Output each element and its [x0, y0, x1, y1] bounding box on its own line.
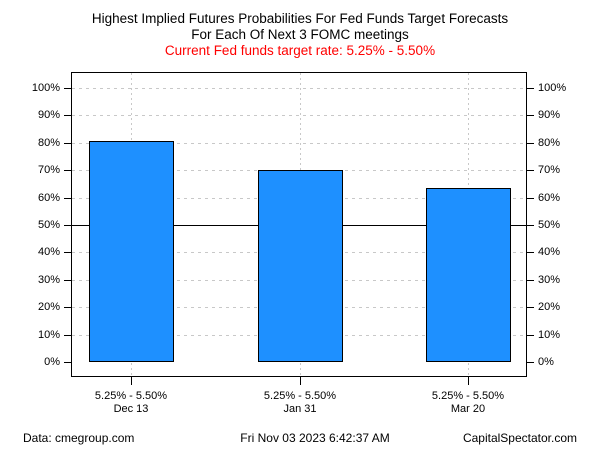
y-axis-label-right: 50% — [538, 219, 561, 231]
y-axis-tick-right — [527, 279, 534, 281]
y-axis-label-right: 10% — [538, 328, 561, 341]
y-gridline — [72, 115, 526, 117]
y-axis-label-left: 50% — [37, 219, 60, 231]
bar — [88, 141, 174, 362]
y-axis-tick-right — [527, 170, 534, 172]
y-axis-tick-left — [64, 334, 71, 336]
x-axis-label-date: Mar 20 — [450, 403, 486, 415]
y-axis-tick-right — [527, 362, 534, 363]
y-axis-label-right: 30% — [538, 273, 561, 286]
y-axis-tick-left — [64, 279, 71, 281]
y-axis-label-right: 90% — [538, 109, 561, 122]
y-axis-tick-left — [64, 197, 71, 199]
footer-site-credit: CapitalSpectator.com — [462, 431, 577, 445]
x-axis-label-rate: 5.25% - 5.50% — [94, 390, 168, 402]
y-axis-tick-right — [527, 252, 534, 254]
y-axis-label-right: 40% — [538, 246, 561, 259]
y-axis-tick-left — [64, 88, 71, 89]
y-axis-tick-left — [64, 225, 71, 226]
y-axis-tick-left — [64, 170, 71, 172]
y-axis-label-left: 90% — [37, 109, 60, 122]
x-axis-tick — [131, 377, 132, 385]
y-axis-label-left: 70% — [37, 164, 60, 177]
y-axis-label-left: 40% — [37, 246, 60, 259]
chart-subtitle: Current Fed funds target rate: 5.25% - 5… — [164, 43, 436, 58]
y-axis-tick-right — [527, 225, 534, 226]
y-axis-tick-left — [64, 142, 71, 144]
y-axis-label-right: 0% — [538, 356, 554, 368]
footer-timestamp: Fri Nov 03 2023 6:42:37 AM — [240, 431, 390, 445]
y-axis-tick-right — [527, 334, 534, 336]
y-axis-tick-right — [527, 197, 534, 199]
y-axis-label-right: 70% — [538, 164, 561, 177]
y-axis-label-left: 60% — [37, 191, 60, 204]
x-axis-label-date: Dec 13 — [113, 403, 149, 415]
y-gridline — [72, 142, 526, 144]
chart-title-block: Highest Implied Futures Probabilities Fo… — [0, 11, 600, 59]
x-axis-label-rate: 5.25% - 5.50% — [431, 390, 505, 402]
x-axis-label: 5.25% - 5.50% Jan 31 — [264, 390, 336, 416]
y-axis-tick-left — [64, 115, 71, 117]
chart-title-line1: Highest Implied Futures Probabilities Fo… — [91, 11, 509, 26]
y-axis-tick-left — [64, 252, 71, 254]
x-axis-label: 5.25% - 5.50% Dec 13 — [95, 390, 167, 416]
y-axis-label-right: 20% — [538, 301, 561, 314]
x-axis-tick — [468, 377, 469, 385]
y-axis-label-right: 80% — [538, 136, 561, 149]
y-axis-tick-right — [527, 307, 534, 309]
y-axis-tick-right — [527, 142, 534, 144]
y-axis-label-left: 20% — [37, 301, 60, 314]
bar — [425, 187, 511, 362]
footer-data-source: Data: cmegroup.com — [23, 431, 135, 445]
y-axis-label-left: 100% — [31, 82, 60, 94]
plot-frame — [71, 72, 527, 377]
bar — [257, 169, 343, 362]
y-axis-tick-left — [64, 362, 71, 363]
y-axis-label-left: 80% — [37, 136, 60, 149]
y-axis-label-right: 100% — [538, 82, 567, 94]
y-axis-label-left: 10% — [37, 328, 60, 341]
x-axis-label: 5.25% - 5.50% Mar 20 — [432, 390, 504, 416]
y-axis-tick-right — [527, 88, 534, 89]
x-axis-label-rate: 5.25% - 5.50% — [263, 390, 337, 402]
y-axis-label-right: 60% — [538, 191, 561, 204]
y-axis-label-left: 30% — [37, 273, 60, 286]
y-axis-tick-right — [527, 115, 534, 117]
y-gridline — [72, 88, 526, 89]
chart-title-line2: For Each Of Next 3 FOMC meetings — [191, 27, 409, 42]
y-axis-tick-left — [64, 307, 71, 309]
x-axis-label-date: Jan 31 — [283, 403, 317, 415]
x-axis-tick — [300, 377, 301, 385]
y-axis-label-left: 0% — [44, 356, 60, 368]
